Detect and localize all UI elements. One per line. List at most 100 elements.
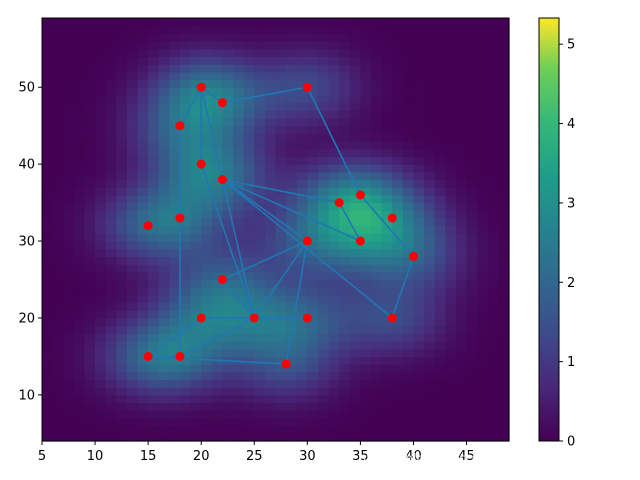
heatmap-cell (126, 233, 139, 242)
heatmap-cell (275, 410, 287, 419)
heatmap-cell (349, 417, 362, 427)
heatmap-cell (339, 333, 351, 342)
heatmap-cell (466, 179, 478, 188)
heatmap-cell (179, 194, 192, 204)
heatmap-cell (264, 164, 277, 173)
heatmap-cell (222, 433, 234, 442)
heatmap-cell (126, 256, 139, 265)
heatmap-cell (445, 94, 457, 104)
heatmap-cell (105, 333, 117, 342)
heatmap-cell (84, 317, 96, 327)
heatmap-cell (392, 141, 404, 150)
heatmap-cell (179, 248, 192, 258)
heatmap-cell (392, 117, 404, 127)
heatmap-cell (201, 294, 213, 304)
heatmap-cell (52, 156, 64, 165)
heatmap-cell (42, 417, 54, 427)
heatmap-cell (328, 33, 340, 42)
heatmap-cell (328, 241, 340, 250)
heatmap-cell (317, 371, 330, 381)
heatmap-cell (211, 171, 224, 181)
heatmap-cell (445, 210, 457, 219)
heatmap-cell (158, 279, 170, 288)
heatmap-cell (95, 102, 107, 111)
heatmap-cell (275, 225, 287, 234)
heatmap-cell (84, 294, 96, 304)
heatmap-cell (498, 148, 510, 158)
heatmap-cell (402, 402, 415, 411)
heatmap-cell (264, 48, 277, 58)
heatmap-cell (286, 364, 298, 373)
heatmap-cell (105, 225, 117, 234)
heatmap-cell (73, 141, 86, 150)
heatmap-cell (254, 217, 266, 227)
heatmap-cell (233, 18, 245, 27)
heatmap-cell (296, 317, 308, 327)
heatmap-cell (371, 217, 383, 227)
heatmap-cell (84, 248, 96, 258)
heatmap-cell (275, 264, 287, 273)
heatmap-cell (201, 264, 213, 273)
heatmap-cell (116, 325, 128, 334)
heatmap-cell (455, 325, 468, 334)
heatmap-cell (84, 87, 96, 96)
heatmap-cell (275, 210, 287, 219)
heatmap-cell (169, 87, 181, 96)
heatmap-cell (222, 125, 234, 134)
heatmap-cell (296, 110, 308, 119)
heatmap-cell (402, 110, 415, 119)
heatmap-cell (307, 394, 319, 404)
heatmap-cell (466, 402, 478, 411)
heatmap-cell (402, 433, 415, 442)
heatmap-cell (307, 433, 319, 442)
heatmap-cell (339, 179, 351, 188)
heatmap-cell (413, 141, 425, 150)
heatmap-cell (275, 317, 287, 327)
heatmap-cell (328, 248, 340, 258)
heatmap-cell (445, 333, 457, 342)
data-point (281, 359, 291, 369)
heatmap-cell (254, 271, 266, 281)
heatmap-cell (434, 217, 446, 227)
heatmap-cell (434, 387, 446, 396)
heatmap-cell (52, 264, 64, 273)
heatmap-cell (296, 341, 308, 350)
heatmap-cell (42, 179, 54, 188)
heatmap-cell (445, 33, 457, 42)
heatmap-cell (190, 225, 202, 234)
heatmap-cell (179, 141, 192, 150)
heatmap-cell (392, 125, 404, 134)
heatmap-cell (498, 187, 510, 196)
heatmap-cell (487, 294, 499, 304)
heatmap-cell (445, 102, 457, 111)
heatmap-cell (190, 271, 202, 281)
heatmap-cell (317, 379, 330, 388)
heatmap-cell (328, 110, 340, 119)
heatmap-cell (477, 64, 489, 73)
heatmap-cell (466, 56, 478, 65)
heatmap-cell (233, 256, 245, 265)
heatmap-cell (466, 171, 478, 181)
heatmap-cell (52, 225, 64, 234)
heatmap-cell (243, 179, 255, 188)
heatmap-cell (190, 125, 202, 134)
path-segment (221, 179, 256, 319)
heatmap-cell (73, 433, 86, 442)
heatmap-cell (137, 356, 149, 365)
heatmap-cell (222, 410, 234, 419)
heatmap-cell (392, 225, 404, 234)
heatmap-cell (52, 379, 64, 388)
heatmap-cell (317, 171, 330, 181)
heatmap-cell (381, 425, 393, 434)
heatmap-cell (254, 279, 266, 288)
heatmap-cell (286, 94, 298, 104)
heatmap-cell (84, 48, 96, 58)
heatmap-cell (201, 179, 213, 188)
heatmap-cell (455, 41, 468, 50)
heatmap-cell (116, 241, 128, 250)
heatmap-cell (381, 417, 393, 427)
heatmap-cell (487, 102, 499, 111)
heatmap-cell (222, 333, 234, 342)
heatmap-cell (105, 364, 117, 373)
heatmap-cell (148, 156, 160, 165)
